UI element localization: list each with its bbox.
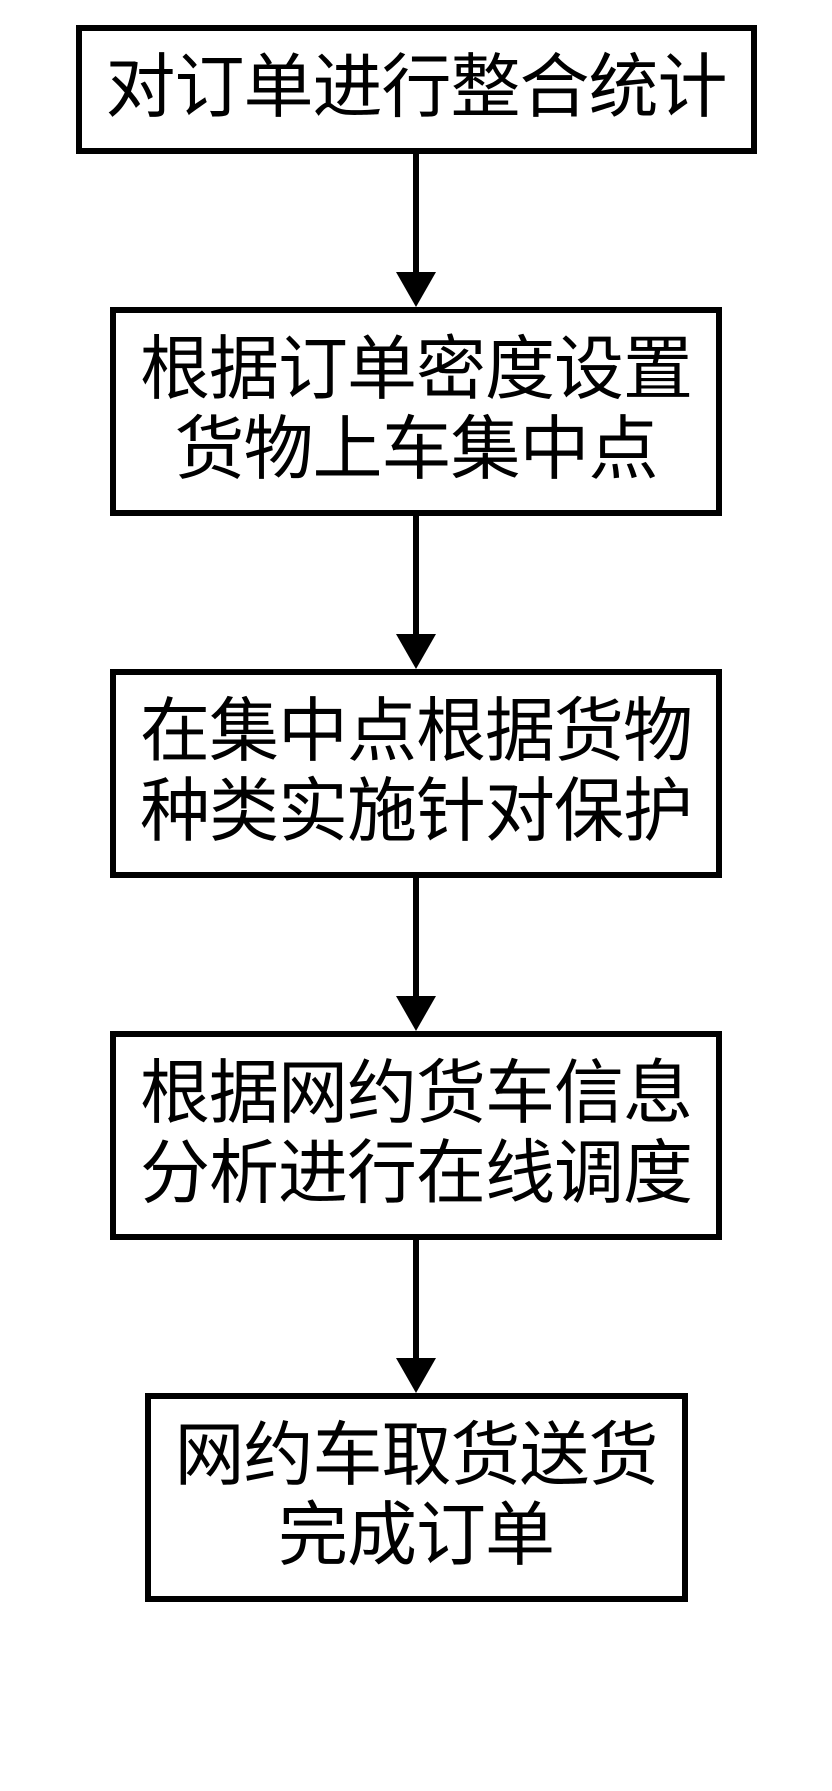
arrow-head-icon [396,272,436,307]
node-text: 网约车取货送货 完成订单 [175,1417,658,1578]
arrow-line [413,516,419,636]
arrow-4 [396,1240,436,1393]
flowchart-node-5: 网约车取货送货 完成订单 [145,1393,688,1602]
arrow-line [413,1240,419,1360]
node-text: 根据订单密度设置 货物上车集中点 [140,331,692,492]
flowchart-node-3: 在集中点根据货物 种类实施针对保护 [110,669,722,878]
node-text: 对订单进行整合统计 [106,49,727,130]
arrow-1 [396,154,436,307]
arrow-line [413,154,419,274]
arrow-2 [396,516,436,669]
arrow-head-icon [396,996,436,1031]
flowchart-node-2: 根据订单密度设置 货物上车集中点 [110,307,722,516]
flowchart-container: 对订单进行整合统计 根据订单密度设置 货物上车集中点 在集中点根据货物 种类实施… [76,25,757,1602]
arrow-line [413,878,419,998]
arrow-head-icon [396,1358,436,1393]
flowchart-node-4: 根据网约货车信息 分析进行在线调度 [110,1031,722,1240]
arrow-head-icon [396,634,436,669]
node-text: 在集中点根据货物 种类实施针对保护 [140,693,692,854]
node-text: 根据网约货车信息 分析进行在线调度 [140,1055,692,1216]
arrow-3 [396,878,436,1031]
flowchart-node-1: 对订单进行整合统计 [76,25,757,154]
